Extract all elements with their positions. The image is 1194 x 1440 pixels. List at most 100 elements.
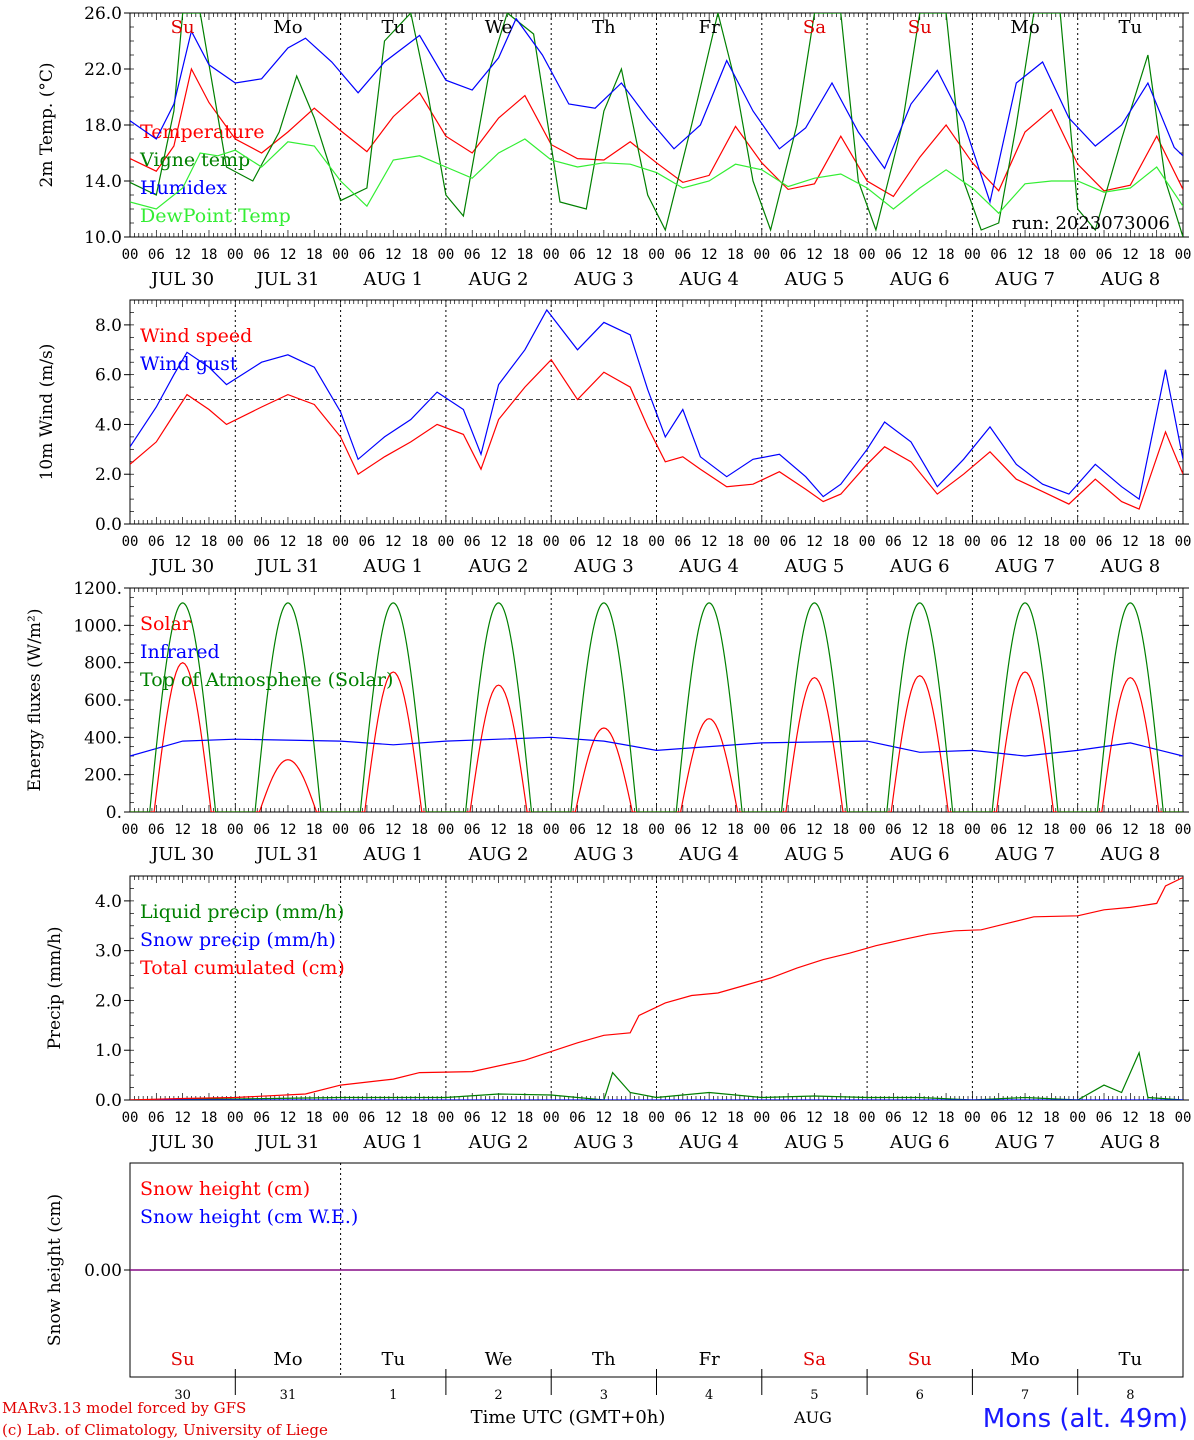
weekday-label: Th (592, 17, 616, 38)
hour-tick-label: 00 (1175, 1110, 1192, 1126)
date-label: AUG 5 (784, 269, 845, 290)
hour-tick-label: 18 (306, 822, 323, 838)
hour-tick-label: 12 (174, 1110, 191, 1126)
weekday-label: Tu (381, 17, 405, 38)
hour-tick-label: 18 (1043, 822, 1060, 838)
date-label: AUG 1 (362, 844, 423, 865)
hour-tick-label: 00 (122, 247, 139, 263)
y-tick-label: 0.0 (95, 515, 122, 535)
hour-tick-label: 18 (832, 822, 849, 838)
hour-tick-label: 00 (227, 1110, 244, 1126)
hour-tick-label: 18 (938, 247, 955, 263)
y-tick-label: 1.0 (95, 1041, 122, 1061)
y-tick-label: 800. (84, 654, 122, 674)
legend-entry: Temperature (140, 121, 264, 143)
hour-tick-label: 06 (885, 534, 902, 550)
lab-credit: (c) Lab. of Climatology, University of L… (2, 1421, 328, 1439)
hour-tick-label: 12 (1017, 822, 1034, 838)
hour-tick-label: 00 (437, 247, 454, 263)
y-tick-label: 1200. (73, 579, 122, 599)
hour-tick-label: 00 (437, 1110, 454, 1126)
date-label: AUG 4 (678, 844, 739, 865)
hour-tick-label: 00 (543, 822, 560, 838)
hour-tick-label: 00 (227, 247, 244, 263)
y-tick-label: 8.0 (95, 316, 122, 336)
date-label: JUL 30 (149, 844, 214, 865)
date-label: AUG 2 (468, 269, 529, 290)
hour-tick-label: 00 (122, 822, 139, 838)
day-number: 30 (174, 1388, 191, 1403)
hour-tick-label: 00 (437, 534, 454, 550)
y-axis-label: 10m Wind (m/s) (37, 344, 57, 481)
hour-tick-label: 18 (306, 1110, 323, 1126)
hour-tick-label: 12 (1122, 822, 1139, 838)
day-number: 1 (389, 1388, 397, 1403)
date-label: AUG 8 (1099, 269, 1160, 290)
weekday-label: Mo (1010, 17, 1039, 38)
series-line-solar (130, 662, 1183, 812)
hour-tick-label: 18 (411, 822, 428, 838)
run-label: run: 2023073006 (1012, 213, 1170, 234)
date-label: JUL 30 (149, 556, 214, 577)
hour-tick-label: 12 (806, 247, 823, 263)
hour-tick-label: 12 (1122, 1110, 1139, 1126)
weekday-label: Fr (699, 1349, 720, 1370)
legend-entry: Humidex (140, 177, 227, 199)
hour-tick-label: 06 (253, 247, 270, 263)
hour-tick-label: 12 (490, 247, 507, 263)
hour-tick-label: 18 (727, 247, 744, 263)
hour-tick-label: 12 (1122, 247, 1139, 263)
day-number: 8 (1126, 1388, 1134, 1403)
date-label: AUG 1 (362, 556, 423, 577)
hour-tick-label: 06 (148, 1110, 165, 1126)
hour-tick-label: 06 (569, 247, 586, 263)
hour-tick-label: 18 (622, 247, 639, 263)
date-label: AUG 2 (468, 556, 529, 577)
y-axis-label: Precip (mm/h) (45, 926, 65, 1049)
day-number: 3 (600, 1388, 608, 1403)
hour-tick-label: 06 (358, 247, 375, 263)
hour-tick-label: 12 (911, 534, 928, 550)
hour-tick-label: 06 (990, 1110, 1007, 1126)
date-label: AUG 3 (573, 1132, 634, 1153)
hour-tick-label: 12 (1017, 1110, 1034, 1126)
hour-tick-label: 12 (701, 1110, 718, 1126)
hour-tick-label: 12 (806, 534, 823, 550)
date-label: AUG 6 (889, 556, 950, 577)
hour-tick-label: 18 (411, 1110, 428, 1126)
month-label: AUG (793, 1408, 832, 1427)
series-line-humidex (130, 17, 1183, 205)
hour-tick-label: 06 (253, 822, 270, 838)
hour-tick-label: 18 (516, 1110, 533, 1126)
hour-tick-label: 12 (595, 247, 612, 263)
hour-tick-label: 12 (1122, 534, 1139, 550)
hour-tick-label: 06 (885, 822, 902, 838)
hour-tick-label: 00 (437, 822, 454, 838)
hour-tick-label: 06 (569, 534, 586, 550)
hour-tick-label: 00 (859, 1110, 876, 1126)
series-line-top-of-atmosphere-solar- (130, 602, 1183, 812)
y-tick-label: 14.0 (84, 172, 122, 192)
y-tick-label: 4.0 (95, 892, 122, 912)
date-label: JUL 31 (254, 269, 319, 290)
hour-tick-label: 12 (385, 1110, 402, 1126)
y-tick-label: 26.0 (84, 4, 122, 24)
weekday-label: Th (592, 1349, 616, 1370)
y-axis-label: Snow height (cm) (45, 1194, 65, 1346)
legend-entry: Snow precip (mm/h) (140, 929, 336, 951)
hour-tick-label: 12 (1017, 247, 1034, 263)
hour-tick-label: 12 (280, 247, 297, 263)
weekday-label: Sa (803, 17, 826, 38)
hour-tick-label: 00 (332, 247, 349, 263)
hour-tick-label: 00 (1069, 534, 1086, 550)
hour-tick-label: 12 (911, 822, 928, 838)
hour-tick-label: 18 (1148, 822, 1165, 838)
hour-tick-label: 00 (332, 822, 349, 838)
hour-tick-label: 12 (280, 1110, 297, 1126)
hour-tick-label: 00 (964, 247, 981, 263)
hour-tick-label: 00 (543, 534, 560, 550)
hour-tick-label: 00 (122, 1110, 139, 1126)
hour-tick-label: 00 (964, 1110, 981, 1126)
y-axis-label: 2m Temp. (°C) (37, 62, 57, 187)
y-tick-label: 6.0 (95, 366, 122, 386)
